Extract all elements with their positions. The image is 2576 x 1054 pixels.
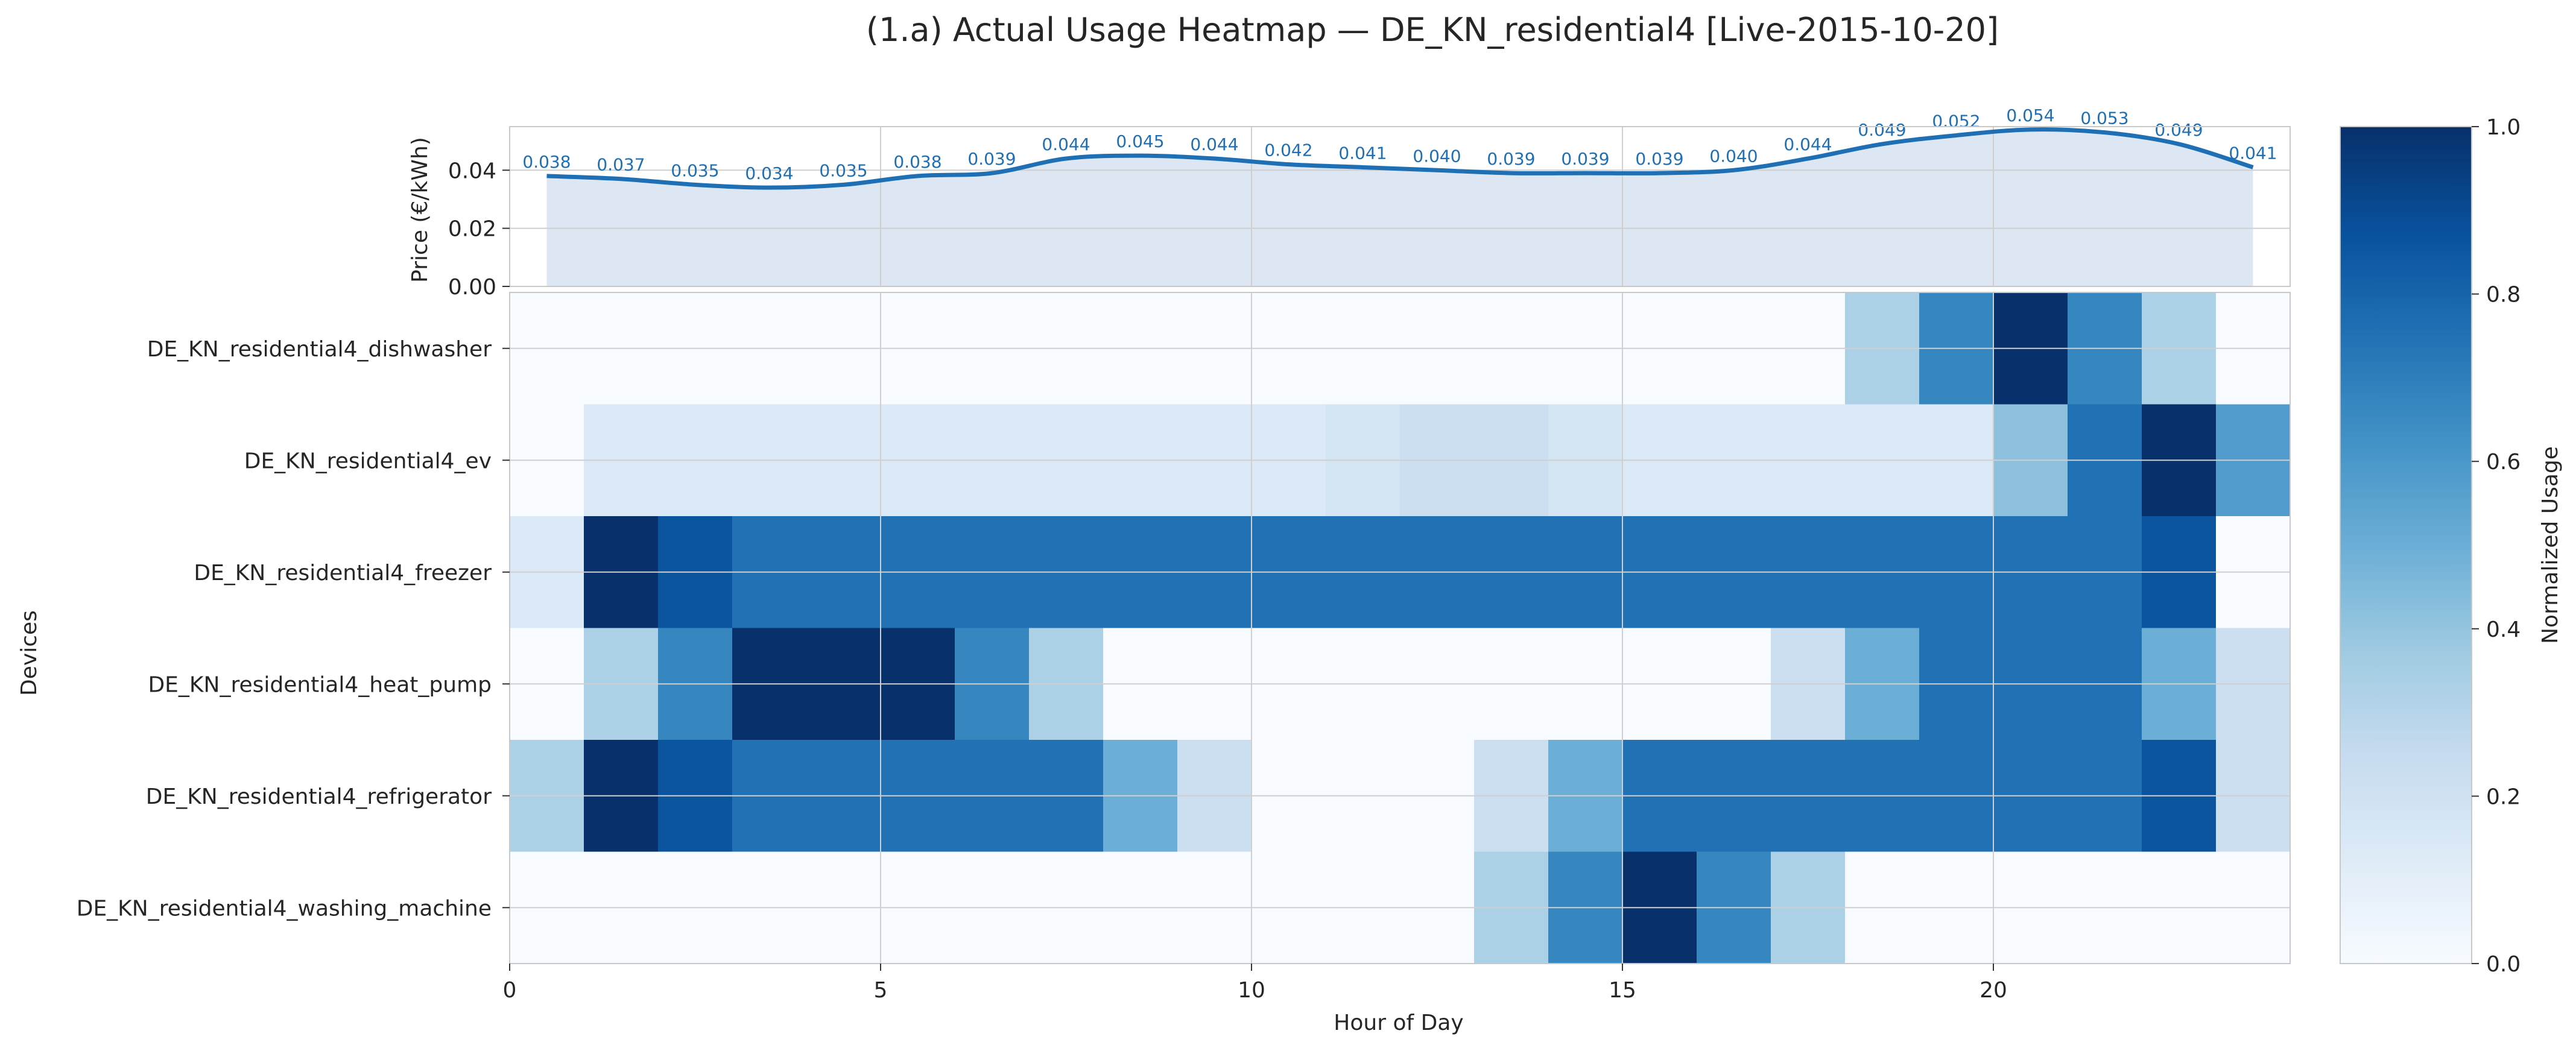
price-y-tick-label: 0.04	[448, 159, 496, 183]
price-data-label: 0.053	[2080, 109, 2128, 128]
price-data-label: 0.052	[1932, 111, 1980, 131]
price-data-label: 0.044	[1042, 134, 1090, 154]
price-data-label: 0.041	[1338, 143, 1387, 163]
price-data-label: 0.037	[597, 155, 645, 175]
price-data-label: 0.040	[1413, 146, 1461, 166]
price-data-label: 0.044	[1783, 134, 1832, 154]
price-data-label: 0.054	[2006, 106, 2054, 125]
colorbar-gradient	[2340, 126, 2472, 964]
heatmap-y-axis-label: Devices	[17, 610, 42, 696]
heatmap-panel: DE_KN_residential4_dishwasher DE_KN_resid…	[77, 292, 2291, 1003]
price-data-label: 0.034	[745, 163, 793, 183]
heatmap-frame	[509, 292, 2291, 964]
device-row-label: DE_KN_residential4_freezer	[194, 561, 492, 585]
colorbar-tick-label: 1.0	[2486, 115, 2521, 140]
price-y-tick-label: 0.02	[448, 217, 496, 242]
price-data-label: 0.041	[2229, 143, 2277, 163]
price-data-label: 0.039	[967, 149, 1016, 169]
price-data-label: 0.044	[1190, 134, 1238, 154]
price-area	[546, 129, 2253, 286]
price-data-label: 0.045	[1116, 131, 1164, 151]
price-data-label: 0.039	[1487, 149, 1535, 169]
price-data-label: 0.039	[1561, 149, 1609, 169]
price-data-label: 0.049	[1858, 120, 1906, 140]
price-panel: 0.038 0.037 0.035 0.034 0.035 0.038 0.039 0.044…	[448, 106, 2291, 300]
price-data-label: 0.038	[522, 152, 571, 172]
device-row-label: DE_KN_residential4_dishwasher	[147, 337, 492, 362]
price-axis-label: Price (€/kWh)	[408, 137, 432, 283]
heatmap-x-tick-label: 0	[503, 978, 517, 1003]
device-row-label: DE_KN_residential4_ev	[244, 449, 492, 473]
heatmap-x-tick-label: 15	[1609, 978, 1636, 1003]
heatmap-x-tick-label: 20	[1979, 978, 2007, 1003]
device-row-label: DE_KN_residential4_refrigerator	[146, 784, 492, 809]
heatmap-x-tick-label: 5	[874, 978, 888, 1003]
price-plot-frame	[509, 126, 2291, 287]
colorbar-label: Normalized Usage	[2538, 446, 2563, 644]
price-data-label: 0.035	[671, 160, 719, 180]
price-data-label: 0.039	[1635, 149, 1683, 169]
price-data-label: 0.049	[2154, 120, 2203, 140]
colorbar-tick-label: 0.0	[2486, 952, 2521, 977]
colorbar-tick-label: 0.2	[2486, 784, 2521, 809]
colorbar: 0.0 0.2 0.4 0.6 0.8 1.0	[2340, 115, 2521, 977]
device-row-label: DE_KN_residential4_washing_machine	[77, 896, 492, 921]
price-y-tick-label: 0.00	[448, 275, 496, 300]
heatmap-x-tick-label: 10	[1238, 978, 1265, 1003]
price-data-label: 0.035	[819, 160, 867, 180]
device-row-label: DE_KN_residential4_heat_pump	[148, 672, 492, 697]
price-data-label: 0.040	[1709, 146, 1758, 166]
price-data-label: 0.042	[1264, 140, 1312, 160]
colorbar-tick-label: 0.8	[2486, 283, 2521, 308]
price-line	[546, 127, 2254, 190]
price-data-label: 0.038	[893, 152, 941, 172]
colorbar-tick-label: 0.4	[2486, 617, 2521, 642]
heatmap-x-axis-label: Hour of Day	[1334, 1011, 1463, 1035]
chart-title: (1.a) Actual Usage Heatmap — DE_KN_resid…	[866, 11, 1999, 49]
colorbar-tick-label: 0.6	[2486, 450, 2521, 475]
